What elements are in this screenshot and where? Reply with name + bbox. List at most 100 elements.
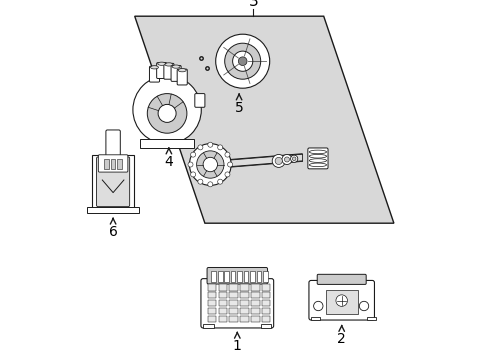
Bar xyxy=(207,316,216,322)
Circle shape xyxy=(224,43,260,79)
Bar xyxy=(325,290,357,314)
FancyBboxPatch shape xyxy=(163,63,174,79)
Bar xyxy=(87,207,139,213)
Text: 4: 4 xyxy=(164,155,173,169)
Circle shape xyxy=(203,157,217,172)
Bar xyxy=(207,284,216,291)
Bar xyxy=(218,316,227,322)
Circle shape xyxy=(215,34,269,88)
Ellipse shape xyxy=(158,62,165,66)
Bar xyxy=(260,324,271,328)
Bar xyxy=(240,284,248,291)
Bar xyxy=(240,316,248,322)
FancyBboxPatch shape xyxy=(156,63,166,78)
Circle shape xyxy=(190,152,195,157)
Bar xyxy=(218,271,222,282)
Bar xyxy=(229,308,238,314)
Ellipse shape xyxy=(178,69,186,72)
Circle shape xyxy=(158,104,176,122)
Bar xyxy=(244,271,248,282)
Bar xyxy=(207,300,216,306)
FancyBboxPatch shape xyxy=(171,66,181,81)
Bar xyxy=(229,292,238,298)
FancyBboxPatch shape xyxy=(201,279,273,328)
Bar xyxy=(250,300,259,306)
Bar xyxy=(229,316,238,322)
Bar xyxy=(207,292,216,298)
Circle shape xyxy=(238,57,246,66)
Bar xyxy=(240,308,248,314)
Text: 2: 2 xyxy=(337,332,346,346)
Circle shape xyxy=(207,142,212,147)
Circle shape xyxy=(224,172,229,177)
Circle shape xyxy=(196,151,224,178)
FancyBboxPatch shape xyxy=(206,267,267,284)
FancyBboxPatch shape xyxy=(98,155,127,172)
Circle shape xyxy=(313,301,322,311)
Circle shape xyxy=(284,157,289,162)
Polygon shape xyxy=(134,16,393,223)
Bar xyxy=(261,284,270,291)
Bar xyxy=(250,308,259,314)
Bar xyxy=(224,271,228,282)
Bar xyxy=(230,271,235,282)
FancyBboxPatch shape xyxy=(92,155,134,211)
Bar xyxy=(218,292,227,298)
Bar xyxy=(240,300,248,306)
Circle shape xyxy=(198,179,203,184)
Ellipse shape xyxy=(150,66,158,69)
Circle shape xyxy=(217,179,222,184)
Circle shape xyxy=(189,144,231,185)
Circle shape xyxy=(335,295,347,306)
Text: 6: 6 xyxy=(108,225,117,239)
Bar xyxy=(218,284,227,291)
Bar xyxy=(261,316,270,322)
FancyBboxPatch shape xyxy=(106,130,120,156)
Bar xyxy=(111,159,115,169)
Circle shape xyxy=(275,157,282,165)
Bar xyxy=(250,284,259,291)
Circle shape xyxy=(282,154,291,165)
Text: 1: 1 xyxy=(232,339,241,353)
FancyBboxPatch shape xyxy=(140,139,194,148)
Circle shape xyxy=(292,157,295,161)
Circle shape xyxy=(147,94,186,133)
Bar xyxy=(256,271,261,282)
Bar xyxy=(117,159,122,169)
FancyBboxPatch shape xyxy=(96,157,129,207)
Bar xyxy=(250,292,259,298)
Circle shape xyxy=(272,154,285,167)
Circle shape xyxy=(187,162,193,167)
Text: 3: 3 xyxy=(248,0,258,9)
FancyBboxPatch shape xyxy=(149,66,159,82)
FancyBboxPatch shape xyxy=(308,280,374,320)
Bar xyxy=(229,300,238,306)
Circle shape xyxy=(232,51,252,71)
Circle shape xyxy=(198,145,203,150)
Bar xyxy=(261,308,270,314)
Bar xyxy=(218,308,227,314)
Circle shape xyxy=(190,172,195,177)
FancyBboxPatch shape xyxy=(194,94,204,107)
Ellipse shape xyxy=(172,65,180,68)
Circle shape xyxy=(207,182,212,187)
FancyBboxPatch shape xyxy=(177,69,187,85)
Text: 5: 5 xyxy=(234,101,243,115)
Ellipse shape xyxy=(164,63,172,66)
Bar xyxy=(218,300,227,306)
FancyBboxPatch shape xyxy=(307,148,327,169)
Bar xyxy=(366,317,375,320)
Circle shape xyxy=(224,152,229,157)
Bar xyxy=(261,292,270,298)
Bar xyxy=(240,292,248,298)
Bar xyxy=(310,317,320,320)
Bar xyxy=(263,271,267,282)
Bar xyxy=(250,316,259,322)
Bar xyxy=(211,271,216,282)
FancyBboxPatch shape xyxy=(317,274,366,284)
Circle shape xyxy=(133,76,201,144)
Bar xyxy=(237,271,242,282)
Bar xyxy=(250,271,254,282)
Circle shape xyxy=(359,301,368,311)
Bar xyxy=(261,300,270,306)
